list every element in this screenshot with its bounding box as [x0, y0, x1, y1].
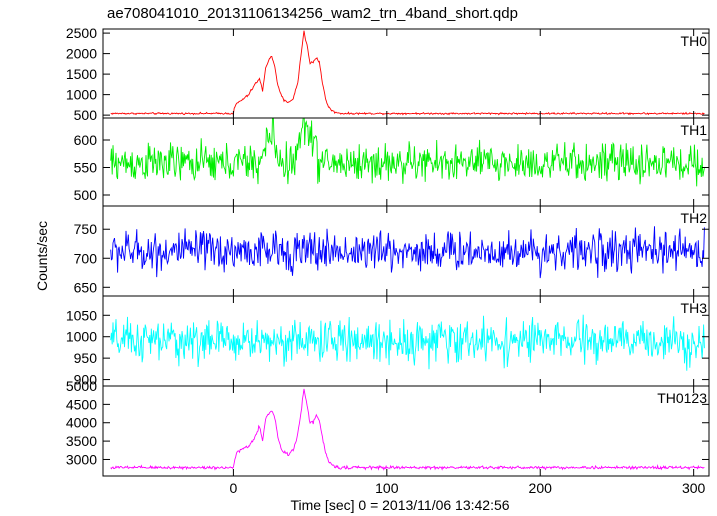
x-axis-label: Time [sec] 0 = 2013/11/06 13:42:56: [290, 497, 509, 513]
y-tick-label: 550: [74, 160, 98, 176]
series-line-th2: [110, 226, 705, 279]
panel-th0: 500 1000 1500 2000 2500 TH0: [66, 25, 710, 123]
y-tick-label: 4000: [66, 415, 97, 431]
series-line-th3: [110, 314, 705, 371]
panel-label: TH2: [681, 210, 708, 226]
y-tick-label: 900: [74, 372, 98, 388]
panel-label: TH1: [681, 122, 708, 138]
x-tick-label: 0: [230, 480, 238, 496]
panel-label: TH0: [681, 33, 708, 49]
panel-frame: [102, 385, 710, 477]
y-tick-label: 2000: [66, 46, 97, 62]
y-tick-label: 2500: [66, 25, 97, 41]
y-tick-label: 500: [74, 107, 98, 123]
y-axis-label: Counts/sec: [34, 221, 50, 291]
x-tick-label: 100: [375, 480, 399, 496]
y-tick-label: 4500: [66, 396, 97, 412]
y-tick-label: 1000: [66, 87, 97, 103]
panel-th2: 650 700 750 TH2: [74, 205, 710, 297]
x-tick-label: 200: [529, 480, 553, 496]
chart-title: ae708041010_20131106134256_wam2_trn_4ban…: [107, 5, 518, 22]
y-tick-label: 600: [74, 132, 98, 148]
series-line-th0123: [110, 388, 705, 471]
panel-label: TH3: [681, 300, 708, 316]
y-tick-label: 5000: [66, 378, 97, 394]
y-tick-label: 750: [74, 221, 98, 237]
y-tick-label: 1050: [66, 307, 97, 323]
y-tick-label: 3000: [66, 451, 97, 467]
y-tick-label: 650: [74, 279, 98, 295]
y-tick-label: 1000: [66, 329, 97, 345]
panel-label: TH0123: [657, 390, 707, 406]
y-tick-label: 1500: [66, 66, 97, 82]
y-tick-label: 700: [74, 250, 98, 266]
series-line-th1: [110, 118, 705, 187]
y-tick-label: 3500: [66, 433, 97, 449]
panel-th3: 900 950 1000 1050 TH3: [66, 295, 710, 388]
series-line-th0: [110, 30, 705, 116]
x-tick-label: 300: [682, 480, 706, 496]
y-tick-label: 500: [74, 187, 98, 203]
panel-th0123: 3000 3500 4000 4500 5000 TH0123: [66, 378, 710, 477]
panel-frame: [102, 28, 710, 119]
panel-th1: 500 550 600 TH1: [74, 117, 710, 207]
y-tick-label: 950: [74, 350, 98, 366]
